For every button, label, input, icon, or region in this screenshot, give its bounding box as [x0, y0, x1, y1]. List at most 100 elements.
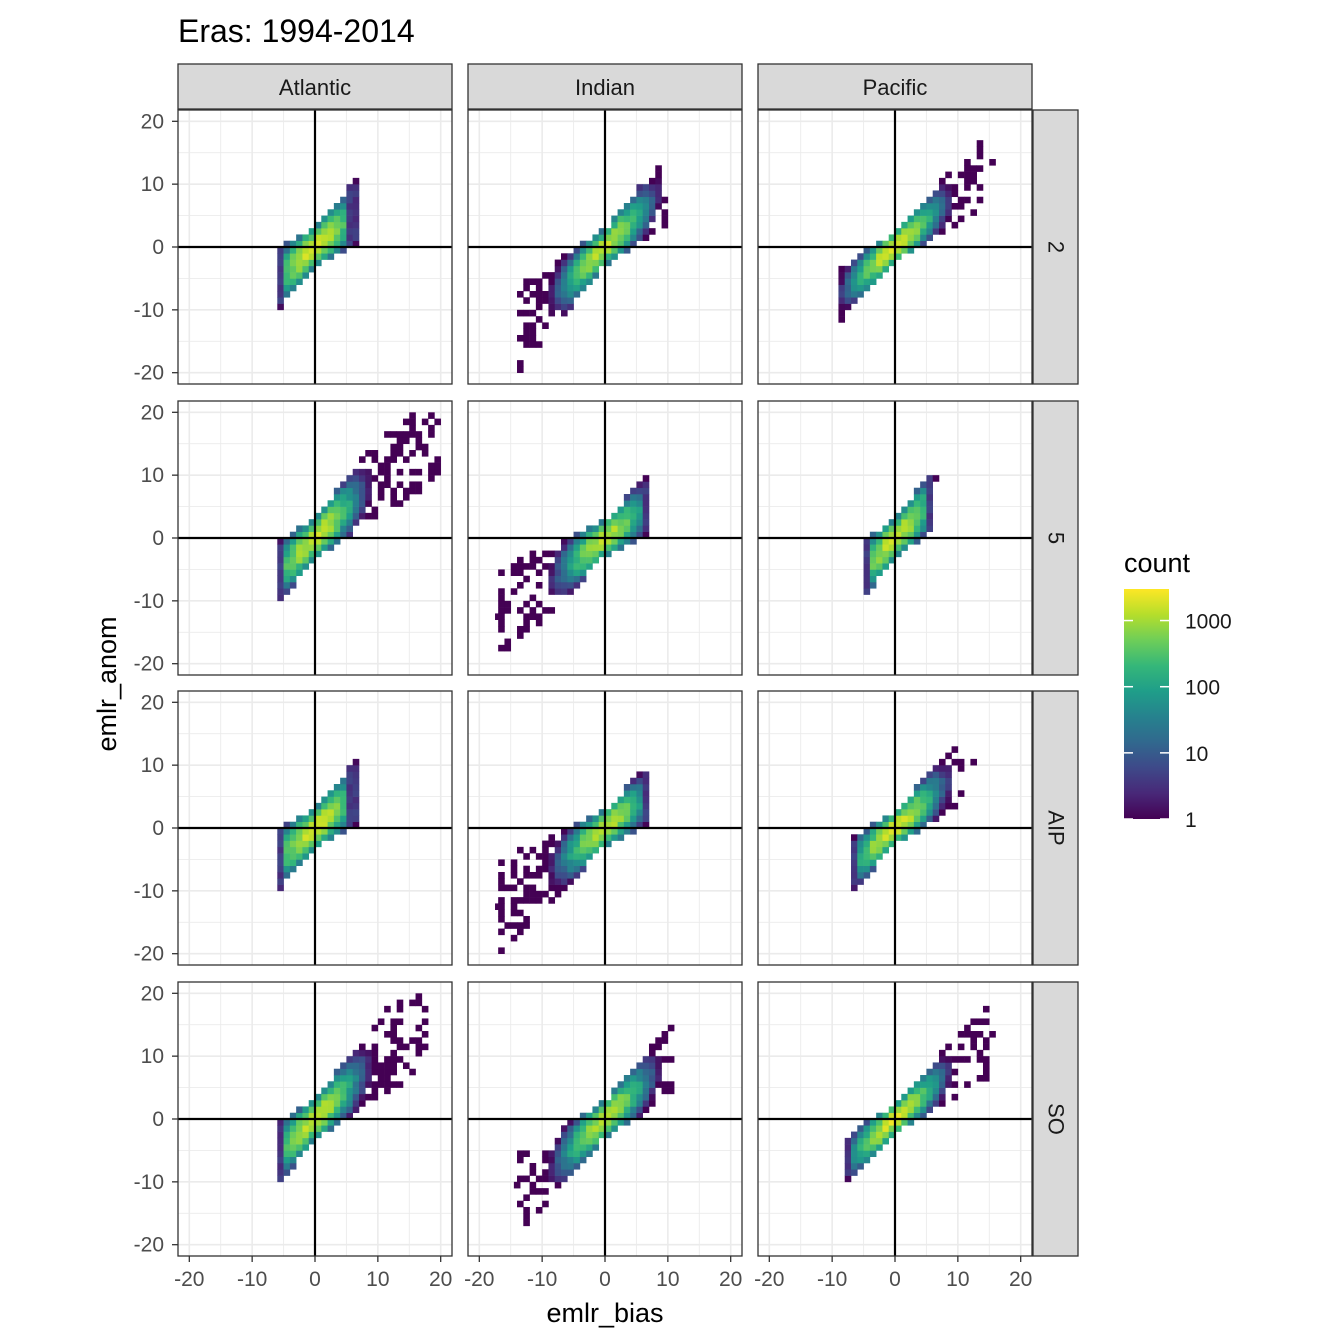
- heatmap-bin: [957, 171, 965, 179]
- heatmap-bin: [573, 840, 581, 848]
- heatmap-bin: [409, 1068, 416, 1076]
- heatmap-bin: [315, 815, 322, 823]
- heatmap-bin: [951, 746, 959, 753]
- heatmap-bin: [315, 809, 322, 816]
- heatmap-bin: [945, 190, 952, 198]
- heatmap-bin: [346, 809, 354, 816]
- heatmap-bin: [498, 884, 505, 892]
- heatmap-bin: [888, 240, 896, 248]
- heatmap-bin: [510, 563, 518, 570]
- heatmap-bin: [289, 1162, 297, 1170]
- heatmap-bin: [523, 890, 530, 898]
- heatmap-bin: [561, 544, 568, 551]
- heatmap-bin: [573, 1131, 581, 1139]
- heatmap-bins: [844, 1005, 996, 1183]
- heatmap-bin: [308, 550, 316, 558]
- heatmap-bin: [321, 544, 328, 551]
- heatmap-bin: [289, 581, 297, 589]
- heatmap-bin: [611, 519, 618, 526]
- heatmap-bin: [396, 437, 404, 445]
- heatmap-bin: [346, 494, 354, 501]
- heatmap-bin: [895, 538, 902, 545]
- heatmap-bin: [415, 487, 423, 495]
- heatmap-bin: [932, 796, 940, 804]
- heatmap-bin: [636, 228, 644, 235]
- heatmap-bin: [648, 209, 656, 216]
- heatmap-bin: [926, 815, 934, 823]
- heatmap-bin: [617, 796, 625, 804]
- heatmap-bin: [283, 265, 291, 273]
- heatmap-bin: [926, 1081, 934, 1088]
- heatmap-bin: [661, 196, 669, 204]
- y-tick-label: 20: [141, 110, 164, 133]
- heatmap-bin: [554, 278, 562, 286]
- heatmap-bin: [340, 209, 347, 216]
- heatmap-bin: [869, 1119, 877, 1126]
- heatmap-bin: [340, 1106, 347, 1114]
- heatmap-bin: [982, 1037, 990, 1044]
- heatmap-bin: [623, 815, 631, 823]
- heatmap-bin: [554, 272, 562, 279]
- heatmap-bin: [554, 1169, 562, 1176]
- heatmap-bin: [876, 538, 883, 545]
- heatmap-bin: [327, 1087, 335, 1095]
- heatmap-bin: [844, 1150, 852, 1158]
- heatmap-bin: [611, 215, 618, 223]
- heatmap-bin: [642, 221, 650, 229]
- heatmap-bin: [882, 253, 890, 260]
- heatmap-bin: [358, 1049, 366, 1057]
- heatmap-bin: [523, 1219, 530, 1227]
- heatmap-bin: [421, 1018, 429, 1026]
- heatmap-bin: [352, 481, 360, 489]
- heatmap-bin: [913, 1106, 921, 1114]
- heatmap-bin: [882, 840, 890, 848]
- heatmap-bins: [277, 758, 360, 892]
- heatmap-bin: [308, 809, 316, 816]
- heatmap-bin: [321, 1087, 328, 1095]
- heatmap-bin: [838, 278, 846, 286]
- heatmap-bin: [277, 1137, 284, 1145]
- heatmap-bin: [586, 531, 593, 539]
- heatmap-bin: [321, 815, 328, 823]
- heatmap-bin: [289, 259, 297, 267]
- heatmap-bin: [945, 171, 952, 179]
- heatmap-bin: [567, 840, 574, 848]
- heatmap-bin: [895, 1125, 902, 1132]
- heatmap-bin: [617, 1100, 625, 1107]
- heatmap-bin: [838, 284, 846, 292]
- heatmap-bin: [523, 915, 530, 923]
- heatmap-bin: [415, 431, 423, 438]
- legend-color-bar: [1124, 589, 1169, 819]
- heatmap-bin: [327, 253, 335, 260]
- heatmap-bin: [945, 1056, 952, 1063]
- heatmap-bin: [605, 828, 612, 835]
- heatmap-bin: [920, 500, 927, 507]
- heatmap-bin: [390, 487, 397, 495]
- heatmap-bin: [315, 512, 322, 520]
- heatmap-bin: [920, 1081, 927, 1088]
- heatmap-bin: [365, 512, 372, 520]
- heatmap-bin: [535, 1206, 543, 1214]
- heatmap-bin: [340, 815, 347, 823]
- heatmap-bin: [932, 203, 940, 210]
- heatmap-bin: [402, 456, 410, 463]
- heatmap-bin: [289, 563, 297, 570]
- heatmap-bin: [561, 871, 568, 879]
- heatmap-bin: [333, 538, 341, 545]
- heatmap-bin: [554, 1162, 562, 1170]
- heatmap-bin: [510, 859, 518, 867]
- heatmap-bin: [498, 569, 505, 577]
- heatmap-bin: [296, 247, 303, 254]
- heatmap-bin: [938, 771, 946, 779]
- heatmap-bin: [415, 999, 423, 1007]
- heatmap-bin: [938, 784, 946, 791]
- heatmap-bins: [838, 140, 996, 323]
- heatmap-bin: [523, 1150, 530, 1158]
- heatmap-bin: [844, 1156, 852, 1164]
- heatmap-bin: [352, 196, 360, 204]
- heatmap-bin: [384, 481, 391, 489]
- heatmap-bin: [277, 1162, 284, 1170]
- heatmap-bin: [302, 1119, 310, 1126]
- heatmap-bin: [598, 1119, 606, 1126]
- heatmap-bin: [592, 846, 600, 854]
